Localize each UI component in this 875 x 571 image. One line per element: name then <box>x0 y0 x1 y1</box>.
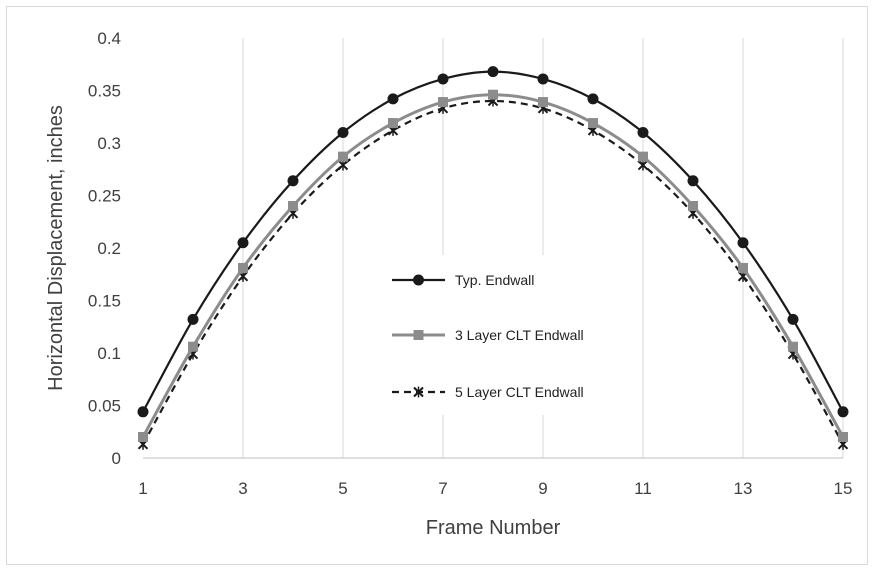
y-tick-label: 0.1 <box>97 344 121 363</box>
data-point <box>488 89 498 100</box>
y-tick-label: 0.35 <box>88 82 121 101</box>
legend-label: 3 Layer CLT Endwall <box>455 327 584 343</box>
x-tick-label: 11 <box>634 479 652 498</box>
x-axis-title: Frame Number <box>426 517 561 539</box>
data-point <box>537 73 549 85</box>
data-point <box>688 201 698 211</box>
data-point <box>587 93 599 105</box>
legend-marker <box>413 330 424 340</box>
data-point <box>287 175 299 187</box>
x-tick-labels: 1 3 5 7 9 11 13 15 <box>138 479 852 498</box>
legend-label: 5 Layer CLT Endwall <box>455 384 584 400</box>
legend-marker <box>413 274 424 286</box>
y-tick-label: 0.3 <box>97 134 121 153</box>
legend: Typ. Endwall 3 Layer CLT Endwall 5 Layer C… <box>375 255 633 415</box>
data-point <box>288 201 298 211</box>
x-tick-label: 15 <box>834 479 853 498</box>
data-point <box>337 127 349 138</box>
x-tick-label: 7 <box>438 479 447 498</box>
data-point <box>137 406 149 418</box>
legend-label: Typ. Endwall <box>455 272 534 288</box>
data-point <box>787 313 799 325</box>
data-point <box>538 97 548 108</box>
data-point <box>788 341 798 352</box>
data-point <box>687 175 699 187</box>
data-point <box>737 237 749 249</box>
data-point <box>838 432 848 442</box>
y-tick-label: 0.15 <box>88 292 121 311</box>
data-point <box>338 151 348 162</box>
y-axis-title: Horizontal Displacement, inches <box>45 105 67 391</box>
data-point <box>237 237 249 249</box>
series-1 <box>138 89 848 442</box>
x-tick-label: 13 <box>734 479 753 498</box>
data-point <box>187 313 199 325</box>
data-point <box>637 127 649 138</box>
data-point <box>638 151 648 162</box>
y-tick-label: 0.25 <box>88 187 121 206</box>
x-tick-label: 9 <box>538 479 547 498</box>
y-tick-label: 0 <box>112 449 121 468</box>
data-point <box>138 432 148 442</box>
x-tick-label: 3 <box>238 479 247 498</box>
data-point <box>437 73 449 85</box>
data-point <box>487 66 499 78</box>
y-tick-label: 0.2 <box>97 239 121 258</box>
x-tick-label: 1 <box>138 479 147 498</box>
data-point <box>588 118 598 129</box>
x-tick-label: 5 <box>338 479 347 498</box>
y-tick-label: 0.4 <box>97 29 121 48</box>
series-group <box>137 66 849 450</box>
series-0 <box>137 66 849 418</box>
legend-marker <box>413 386 424 398</box>
y-tick-labels: 0 0.05 0.1 0.15 0.2 0.25 0.3 0.35 0.4 <box>88 29 121 468</box>
data-point <box>438 97 448 108</box>
data-point <box>238 262 248 273</box>
data-point <box>188 341 198 352</box>
data-point <box>738 262 748 273</box>
data-point <box>388 118 398 129</box>
y-tick-label: 0.05 <box>88 397 121 416</box>
data-point <box>387 93 399 105</box>
data-point <box>837 406 849 418</box>
